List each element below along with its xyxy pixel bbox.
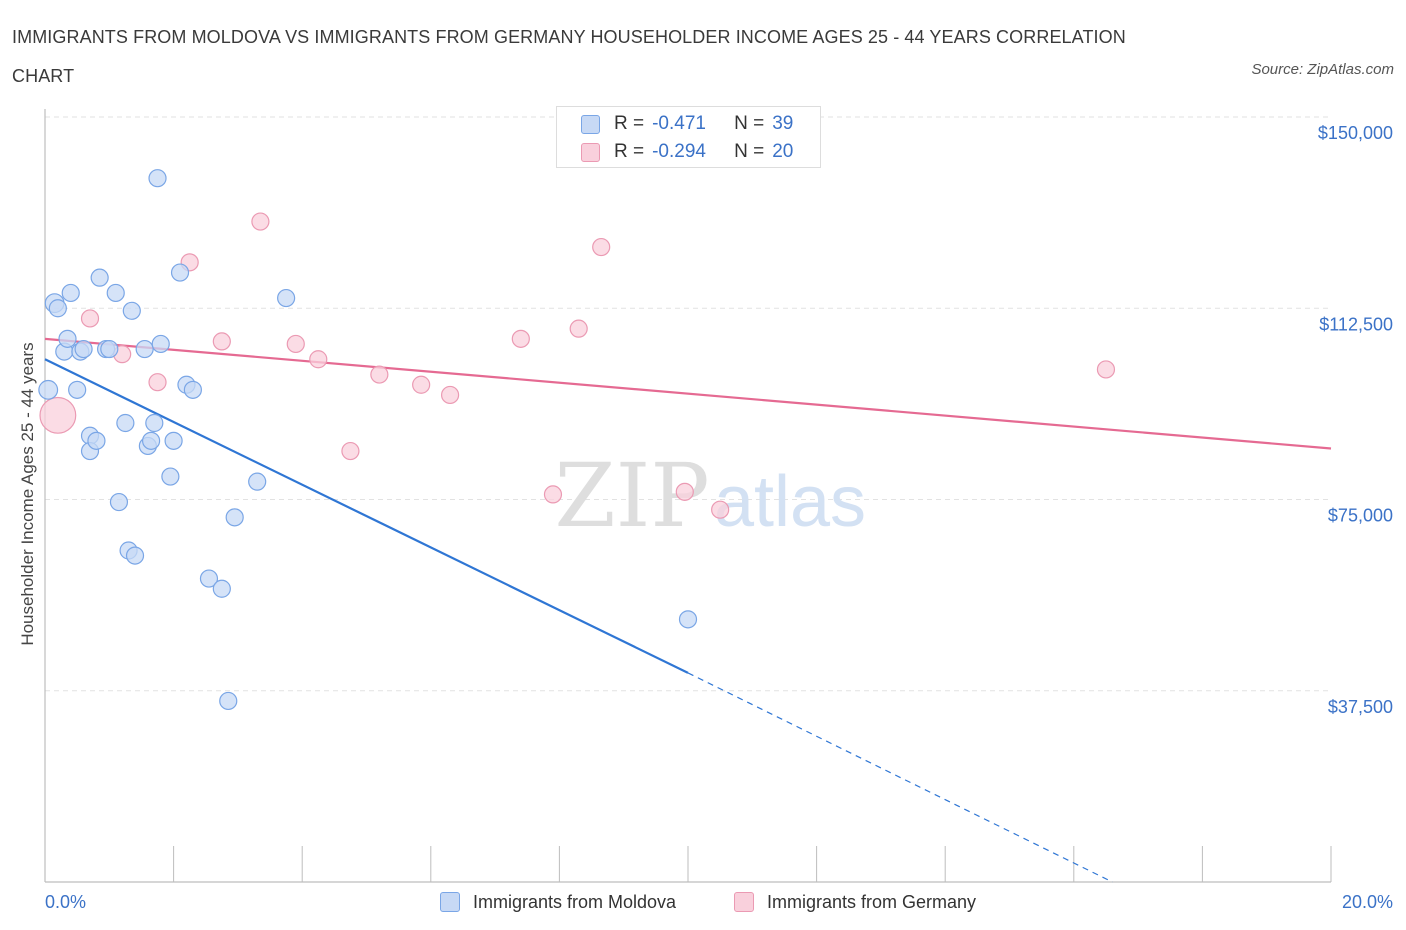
moldova-point [135, 339, 154, 359]
legend-label-moldova: Immigrants from Moldova [473, 891, 677, 912]
moldova-point [58, 329, 77, 348]
legend-item-germany[interactable]: Immigrants from Germany [734, 889, 976, 915]
legend-label-germany: Immigrants from Germany [767, 891, 977, 912]
moldova-point [277, 288, 296, 308]
germany-swatch [734, 892, 754, 912]
legend-item-moldova[interactable]: Immigrants from Moldova [440, 889, 676, 915]
moldova-trend-line [44, 358, 689, 674]
germany-point [251, 212, 270, 231]
moldova-point [678, 610, 698, 629]
r-value: -0.294 [652, 141, 706, 162]
moldova-point [90, 268, 109, 287]
germany-point [440, 385, 460, 405]
germany-swatch [581, 142, 600, 162]
n-label: N = [734, 113, 765, 134]
moldova-point [100, 339, 119, 359]
germany-point [1096, 360, 1116, 379]
n-value: 39 [772, 113, 794, 134]
moldova-point [125, 546, 145, 565]
watermark: ZIP atlas [554, 444, 866, 547]
moldova-point [164, 431, 183, 450]
trend-lines [44, 337, 1332, 883]
n-label: N = [734, 141, 765, 162]
moldova-point [151, 334, 170, 354]
x-tick-label: 0.0% [45, 892, 86, 912]
moldova-point [141, 431, 161, 450]
moldova-point [148, 169, 167, 188]
moldova-point [48, 299, 67, 318]
source-credit: Source: ZipAtlas.com [1251, 61, 1394, 78]
r-value: -0.471 [652, 113, 706, 134]
germany-point [412, 375, 431, 394]
moldova-swatch [440, 892, 460, 912]
moldova-point [68, 380, 87, 399]
y-tick-label: $75,000 [1328, 506, 1393, 526]
moldova-point [183, 380, 202, 399]
moldova-point [87, 431, 106, 450]
germany-point [39, 396, 77, 434]
y-tick-label: $37,500 [1328, 697, 1393, 717]
moldova-point [61, 283, 80, 303]
moldova-point [74, 339, 93, 359]
r-label: R = [614, 141, 645, 162]
germany-point [80, 309, 100, 328]
tick-labels: $37,500 $75,000 $112,500 $150,000 0.0% 20.0% [45, 123, 1393, 912]
x-tick-label: 20.0% [1342, 892, 1393, 912]
germany-point [711, 500, 730, 519]
moldova-trend-extension [687, 672, 1113, 883]
legend-row-germany: R = -0.294 N = 20 [581, 138, 793, 166]
moldova-point [106, 283, 125, 303]
germany-trend-line [44, 337, 1332, 450]
moldova-swatch [581, 114, 600, 134]
moldova-point [170, 263, 190, 282]
moldova-point [199, 569, 219, 588]
moldova-point [161, 467, 180, 486]
germany-point [592, 237, 611, 257]
axes [44, 109, 1332, 883]
germany-point [341, 441, 360, 461]
moldova-point [116, 413, 135, 433]
moldova-point [109, 492, 129, 512]
chart-title: IMMIGRANTS FROM MOLDOVA VS IMMIGRANTS FR… [12, 27, 1126, 86]
r-label: R = [614, 113, 645, 134]
germany-point [309, 350, 328, 369]
moldova-point [145, 413, 164, 433]
germany-point [543, 485, 563, 504]
germany-point [286, 334, 305, 354]
germany-point [511, 329, 530, 348]
data-points [38, 169, 1116, 711]
moldova-point [219, 691, 238, 711]
germany-point [569, 319, 588, 338]
moldova-point [122, 301, 141, 320]
germany-point [675, 482, 694, 501]
moldova-point [225, 508, 244, 527]
legend-row-moldova: R = -0.471 N = 39 [581, 110, 793, 138]
y-tick-label: $150,000 [1318, 123, 1393, 143]
moldova-point [212, 579, 231, 598]
gridlines [45, 116, 1331, 692]
germany-point [212, 332, 231, 351]
n-value: 20 [772, 141, 794, 162]
germany-point [370, 365, 389, 384]
moldova-point [38, 379, 59, 400]
watermark-atlas: atlas [714, 462, 866, 542]
moldova-point [248, 472, 267, 491]
y-tick-label: $112,500 [1319, 314, 1393, 334]
correlation-legend: R = -0.471 N = 39 R = -0.294 N = 20 [556, 106, 821, 168]
germany-point [148, 373, 167, 392]
